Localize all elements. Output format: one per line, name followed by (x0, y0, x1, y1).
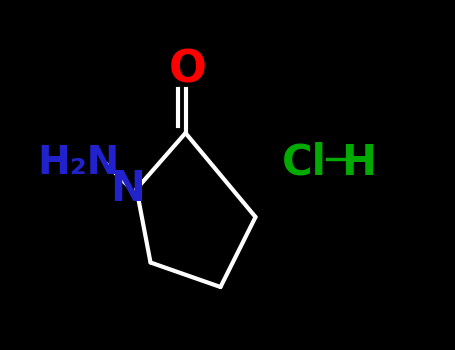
Text: H₂N: H₂N (38, 144, 120, 182)
Text: O: O (168, 49, 206, 91)
Text: N: N (110, 168, 145, 210)
Text: H: H (341, 142, 376, 184)
Text: Cl: Cl (282, 142, 327, 184)
